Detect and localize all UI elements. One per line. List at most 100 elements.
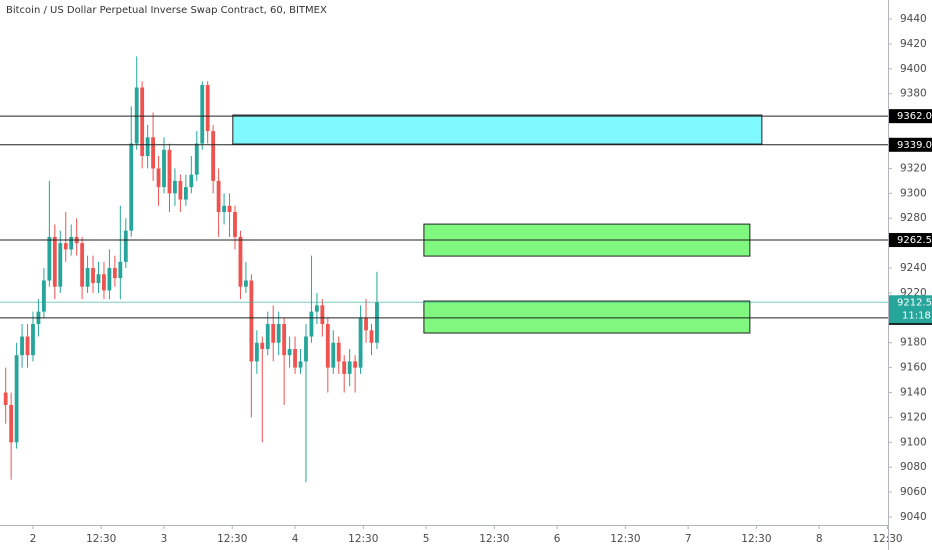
y-tick-label: 9240 [900, 262, 927, 274]
candle-body [282, 324, 287, 356]
candle-body [369, 330, 374, 343]
candle-body [244, 280, 248, 287]
candle-body [222, 205, 226, 213]
y-tick-label: 9160 [900, 362, 927, 374]
candle-body [156, 168, 161, 188]
y-tick-label: 9100 [900, 436, 927, 448]
y-tick-label: 9120 [900, 411, 927, 423]
x-tick-label: 8 [816, 533, 823, 545]
x-tick-label: 12:30 [741, 533, 771, 545]
candle-body [260, 342, 265, 349]
candle-body [276, 324, 281, 343]
candle-body [102, 274, 106, 291]
level-tag [889, 233, 932, 248]
candle-body [194, 143, 199, 175]
y-tick-label: 9420 [900, 38, 927, 50]
last-price-label: 9212.5 [897, 297, 932, 308]
candle-body [173, 180, 177, 194]
candle-body [145, 137, 150, 156]
candle-body [91, 268, 95, 283]
last-price-tag [889, 295, 932, 324]
candle-body [134, 87, 139, 144]
candle-body [69, 236, 74, 250]
candle-body [254, 342, 259, 362]
candle-body [63, 243, 68, 250]
candle-body [271, 324, 276, 343]
level-tag [889, 137, 932, 152]
x-tick-label: 2 [30, 533, 37, 545]
candle-body [238, 236, 243, 287]
y-tick-label: 9140 [900, 387, 927, 399]
candle-body [347, 361, 352, 374]
candle-body [336, 342, 341, 362]
candle-body [151, 137, 156, 169]
candle-body [52, 236, 57, 287]
candle-body [129, 143, 134, 231]
x-tick-label: 12:30 [86, 533, 116, 545]
candle-body [304, 336, 308, 362]
x-tick-label: 7 [685, 533, 692, 545]
y-tick-label: 9280 [900, 212, 927, 224]
candle-body [107, 268, 112, 291]
x-tick-label: 12:30 [610, 533, 640, 545]
candle-body [358, 317, 363, 368]
zone [232, 114, 763, 145]
candle-body [375, 302, 379, 343]
candle-body [353, 361, 358, 368]
level-tag-label: 9339.0 [897, 140, 932, 151]
x-tick-label: 6 [554, 533, 561, 545]
candle-body [314, 305, 319, 312]
y-tick-label: 9060 [900, 486, 927, 498]
x-tick-label: 4 [292, 533, 299, 545]
x-tick-label: 3 [161, 533, 168, 545]
candle-body [211, 131, 216, 181]
candle-body [14, 355, 19, 443]
x-tick-label: 12:30 [348, 533, 378, 545]
candle-body [325, 324, 330, 368]
candle-body [80, 243, 85, 287]
level-tag-label: 9262.5 [897, 235, 932, 246]
y-tick-label: 9400 [900, 63, 927, 75]
candle-body [298, 361, 303, 368]
candle-body [287, 348, 292, 356]
y-tick-label: 9440 [900, 13, 927, 25]
candle-body [178, 180, 183, 200]
candle-body [58, 243, 63, 287]
y-tick-label: 9320 [900, 162, 927, 174]
candle-body [342, 361, 347, 374]
countdown: 11:18 [902, 310, 931, 321]
candle-body [265, 324, 270, 349]
candle-body [227, 205, 232, 213]
level-tag-label: 9362.0 [897, 111, 932, 122]
y-tick-label: 9300 [900, 187, 927, 199]
candle-body [96, 274, 101, 283]
candle-body [9, 404, 14, 443]
y-tick-label: 9380 [900, 88, 927, 100]
candle-body [183, 187, 188, 200]
candle-body [31, 324, 35, 356]
y-tick-label: 9080 [900, 461, 927, 473]
candle-body [85, 268, 90, 287]
candle-body [293, 348, 297, 368]
candle-body [112, 268, 117, 278]
candle-body [41, 280, 46, 312]
candle-body [189, 174, 194, 188]
zone [423, 300, 751, 334]
x-tick-label: 12:30 [479, 533, 509, 545]
candle-body [167, 149, 172, 194]
candle-body [118, 261, 123, 278]
candle-body [331, 342, 336, 368]
x-tick-label: 12:30 [872, 533, 902, 545]
candle-body [123, 230, 128, 262]
x-tick-label: 5 [423, 533, 430, 545]
y-tick-label: 9180 [900, 337, 927, 349]
candle-body [3, 392, 8, 405]
candle-body [309, 311, 314, 337]
candle-body [216, 180, 221, 213]
x-tick-label: 12:30 [217, 533, 247, 545]
y-tick-label: 9040 [900, 511, 927, 523]
chart-title: Bitcoin / US Dollar Perpetual Inverse Sw… [6, 5, 327, 16]
candle-body [249, 280, 254, 362]
